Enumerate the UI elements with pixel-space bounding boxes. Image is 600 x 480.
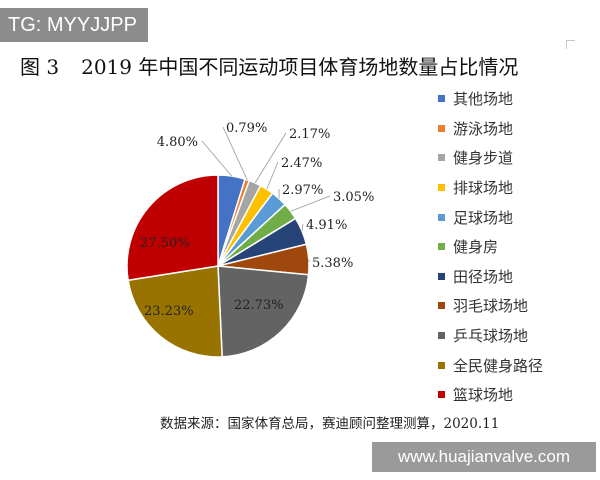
data-label: 4.80% (157, 135, 198, 150)
legend-label: 其他场地 (453, 88, 513, 109)
data-label: 22.73% (234, 298, 284, 313)
legend-label: 篮球场地 (453, 384, 513, 405)
data-label: 2.47% (281, 156, 322, 171)
leader-line (202, 141, 232, 176)
legend-item: 游泳场地 (438, 114, 543, 144)
data-label: 27.50% (140, 236, 190, 251)
legend-swatch (438, 391, 445, 398)
legend-item: 足球场地 (438, 202, 543, 232)
legend-swatch (438, 273, 445, 280)
legend-label: 全民健身路径 (453, 355, 543, 376)
legend-label: 足球场地 (453, 207, 513, 228)
data-label: 4.91% (306, 218, 347, 233)
source-note: 数据来源：国家体育总局，赛迪顾问整理测算，2020.11 (160, 413, 590, 435)
legend-swatch (438, 95, 445, 102)
legend-item: 全民健身路径 (438, 350, 543, 380)
legend-label: 游泳场地 (453, 118, 513, 139)
legend-item: 羽毛球场地 (438, 291, 543, 321)
legend-label: 田径场地 (453, 266, 513, 287)
legend-swatch (438, 154, 445, 161)
data-label: 23.23% (144, 304, 194, 319)
data-label: 2.97% (282, 183, 323, 198)
legend-item: 乒乓球场地 (438, 321, 543, 351)
legend-swatch (438, 332, 445, 339)
legend-item: 健身房 (438, 232, 543, 262)
legend-item: 篮球场地 (438, 380, 543, 410)
leader-line (302, 224, 303, 231)
legend-item: 排球场地 (438, 173, 543, 203)
legend-swatch (438, 214, 445, 221)
chart-legend: 其他场地游泳场地健身步道排球场地足球场地健身房田径场地羽毛球场地乒乓球场地全民健… (438, 84, 543, 410)
legend-swatch (438, 125, 445, 132)
leader-line (291, 196, 330, 211)
legend-label: 羽毛球场地 (453, 295, 528, 316)
legend-item: 田径场地 (438, 262, 543, 292)
legend-swatch (438, 184, 445, 191)
legend-label: 排球场地 (453, 177, 513, 198)
data-label: 5.38% (312, 256, 353, 271)
legend-item: 健身步道 (438, 143, 543, 173)
legend-swatch (438, 243, 445, 250)
legend-label: 乒乓球场地 (453, 325, 528, 346)
legend-label: 健身步道 (453, 147, 513, 168)
watermark-bottom: www.huajianvalve.com (372, 442, 596, 472)
data-label: 2.17% (289, 127, 330, 142)
data-label: 3.05% (333, 190, 374, 205)
leader-line (267, 162, 278, 189)
data-label: 0.79% (226, 121, 267, 136)
legend-label: 健身房 (453, 236, 498, 257)
legend-item: 其他场地 (438, 84, 543, 114)
pie-slice (127, 175, 218, 280)
legend-swatch (438, 362, 445, 369)
legend-swatch (438, 302, 445, 309)
